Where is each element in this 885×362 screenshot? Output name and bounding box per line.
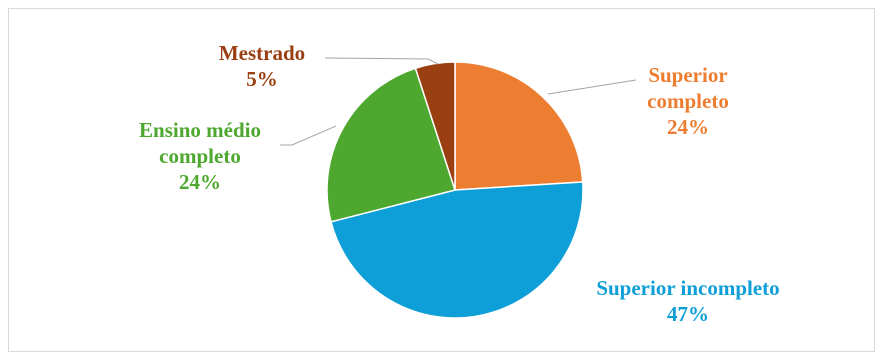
data-label-category-ensino-medio-completo: completo (159, 144, 241, 168)
data-label-category-ensino-medio-completo: Ensino médio (139, 118, 261, 142)
leader-line-superior-completo (547, 79, 637, 95)
data-label-value-mestrado: 5% (246, 67, 278, 91)
leader-line-mestrado (324, 57, 439, 65)
data-label-category-mestrado: Mestrado (219, 41, 305, 65)
pie-slice-superior-incompleto (330, 181, 584, 319)
pie-slice-superior-completo (454, 61, 584, 191)
pie-slice-ensino-medio-completo (326, 67, 456, 223)
pie-slice-mestrado (414, 61, 456, 191)
leader-line-ensino-medio-completo (280, 125, 337, 146)
data-label-category-superior-completo: completo (647, 89, 729, 113)
data-label-value-superior-completo: 24% (667, 115, 709, 139)
data-label-value-ensino-medio-completo: 24% (179, 170, 221, 194)
data-label-category-superior-completo: Superior (648, 63, 727, 87)
data-label-value-superior-incompleto: 47% (667, 302, 709, 326)
data-label-category-superior-incompleto: Superior incompleto (596, 276, 779, 300)
